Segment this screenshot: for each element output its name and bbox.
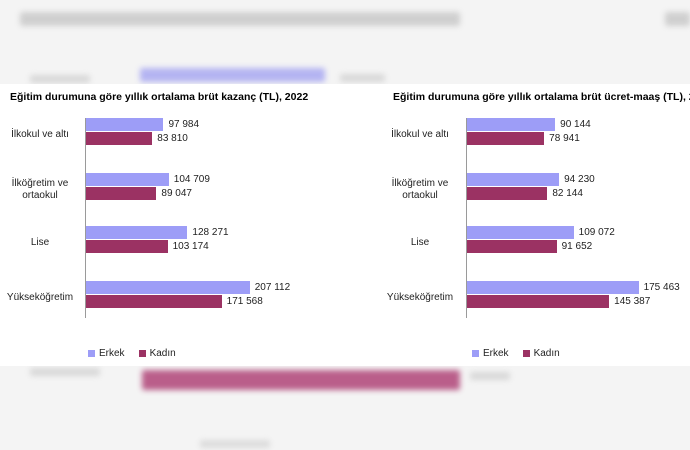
data-label: 97 984: [168, 119, 200, 130]
legend-item: Kadın: [138, 348, 176, 359]
bar-kadin: [86, 240, 168, 253]
data-label: 175 463: [643, 282, 680, 293]
bar-erkek: [467, 281, 639, 294]
data-label: 207 112: [254, 282, 291, 293]
bar-erkek: [86, 118, 164, 131]
legend-label: Erkek: [483, 348, 509, 359]
category-label: İlköğretim ve ortaokul: [391, 178, 449, 201]
legend-item: Erkek: [88, 348, 125, 359]
legend-item: Kadın: [522, 348, 560, 359]
bar-kadin: [86, 132, 153, 145]
data-label: 90 144: [560, 119, 591, 130]
bar-kadin: [467, 295, 610, 308]
legend-label: Erkek: [99, 348, 125, 359]
category-label: Yükseköğretim: [386, 292, 454, 303]
category-label: İlkokul ve altı: [391, 129, 449, 140]
category-label: İlköğretim ve ortaokul: [11, 178, 69, 201]
category-label: Lise: [410, 237, 430, 248]
category-label: Lise: [30, 237, 50, 248]
legend-swatch: [138, 350, 146, 357]
bar-kadin: [467, 240, 557, 253]
data-label: 103 174: [172, 241, 209, 252]
category-axis: [466, 118, 467, 318]
legend-swatch: [522, 350, 530, 357]
bar-kadin: [86, 295, 222, 308]
bar-kadin: [86, 187, 157, 200]
data-label: 82 144: [552, 188, 583, 199]
chart-earnings: Eğitim durumuna göre yıllık ortalama brü…: [0, 84, 345, 366]
data-label: 109 072: [578, 227, 615, 238]
data-label: 83 810: [157, 133, 188, 144]
bar-erkek: [467, 226, 574, 239]
legend-swatch: [472, 350, 479, 357]
data-label: 94 230: [564, 174, 595, 185]
legend-label: Kadın: [533, 348, 560, 359]
legend-swatch: [88, 350, 95, 357]
bar-erkek: [86, 173, 169, 186]
category-axis: [85, 118, 86, 318]
bar-erkek: [86, 226, 188, 239]
data-label: 171 568: [226, 296, 263, 307]
bar-erkek: [86, 281, 250, 294]
chart-wages: Eğitim durumuna göre yıllık ortalama brü…: [380, 84, 690, 366]
data-label: 128 271: [192, 227, 229, 238]
legend-label: Kadın: [149, 348, 176, 359]
bar-erkek: [467, 173, 560, 186]
charts-card: Eğitim durumuna göre yıllık ortalama brü…: [0, 84, 690, 366]
data-label: 91 652: [561, 241, 593, 252]
bar-erkek: [467, 118, 556, 131]
bar-kadin: [467, 132, 545, 145]
legend-item: Erkek: [472, 348, 509, 359]
data-label: 104 709: [173, 174, 210, 185]
data-label: 89 047: [161, 188, 192, 199]
bar-kadin: [467, 187, 548, 200]
category-label: Yükseköğretim: [6, 292, 74, 303]
legend: Erkek Kadın: [88, 348, 176, 359]
data-label: 78 941: [549, 133, 580, 144]
chart-title: Eğitim durumuna göre yıllık ortalama brü…: [393, 91, 690, 103]
chart-title: Eğitim durumuna göre yıllık ortalama brü…: [10, 91, 309, 103]
legend: Erkek Kadın: [472, 348, 560, 359]
category-label: İlkokul ve altı: [11, 129, 69, 140]
data-label: 145 387: [614, 296, 651, 307]
